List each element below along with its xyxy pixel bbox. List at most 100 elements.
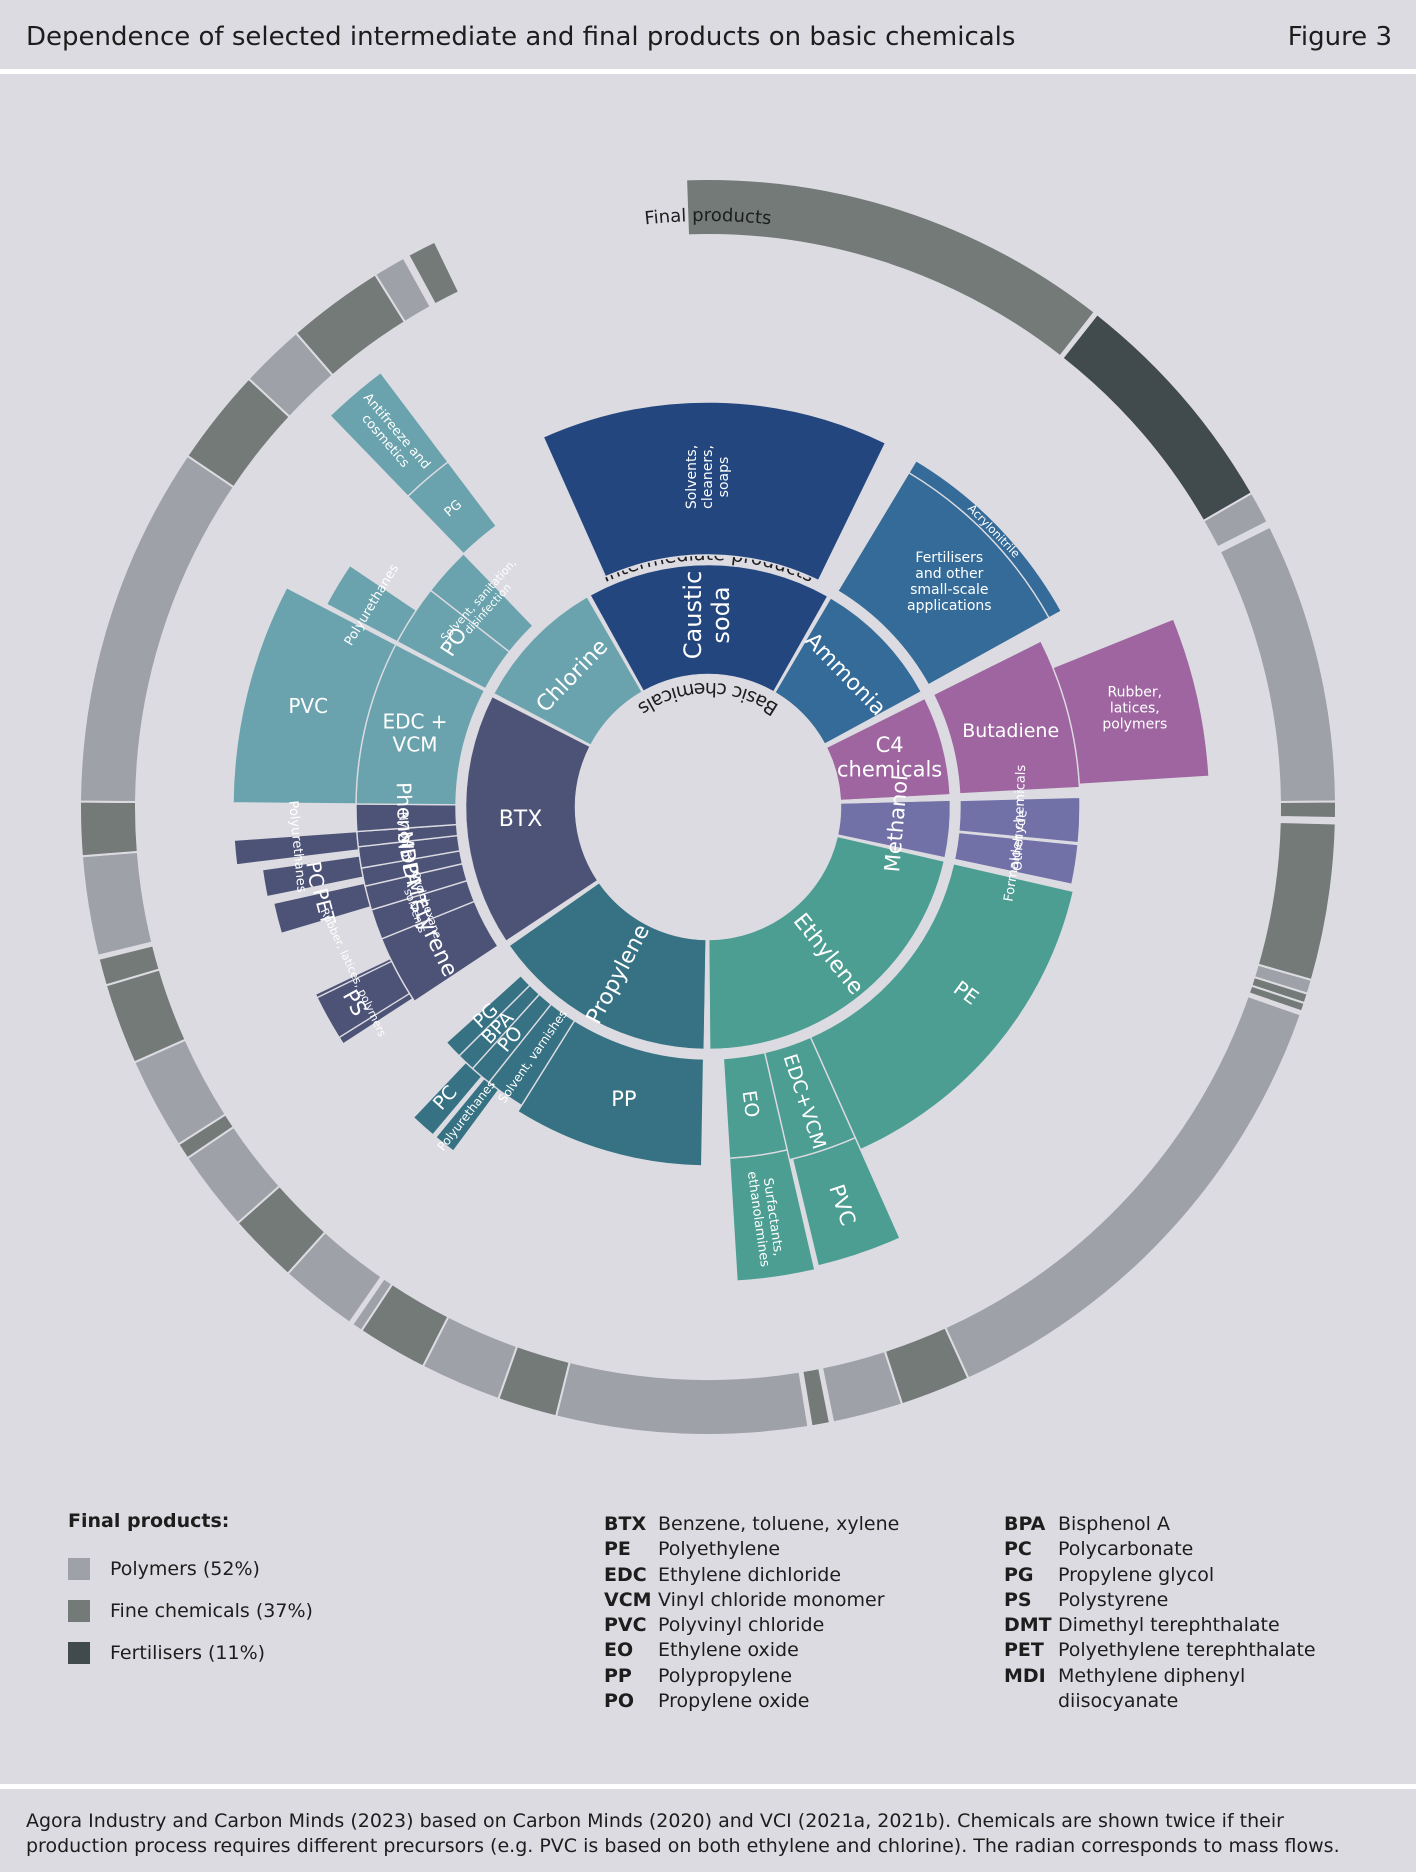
legend: Final products: Polymers (52%) Fine chem…: [68, 1510, 313, 1674]
abbreviation-row: VCM Vinyl chloride monomer: [604, 1588, 899, 1613]
abbreviation-row: PC Polycarbonate: [1004, 1537, 1316, 1562]
basic-chemical-btx: [465, 696, 598, 941]
intermediate-ps-21: [316, 960, 411, 1039]
abbreviation-key: EO: [604, 1639, 634, 1662]
final-products-segment-polymers-27: [79, 454, 236, 804]
intermediate-pg-16: [445, 974, 531, 1057]
abbreviations-column-2: BPA Bisphenol A PC Polycarbonate PG Propylene…: [1004, 1512, 1316, 1714]
legend-swatch-fertilisers: [68, 1642, 90, 1664]
legend-label-fertilisers: Fertilisers (11%): [110, 1642, 266, 1664]
abbreviation-meaning: Propylene glycol: [1058, 1563, 1215, 1586]
basic-chemical-ethylene: [708, 836, 945, 1050]
abbreviation-meaning: Benzene, toluene, xylene: [658, 1513, 900, 1535]
abbreviation-key: BPA: [1004, 1513, 1046, 1535]
legend-title: Final products:: [68, 1510, 230, 1532]
segment-label-edc-vcm: EDC + VCM: [382, 709, 447, 756]
basic-chemical-ammonia: [775, 598, 922, 744]
abbreviation-key: PO: [604, 1690, 635, 1713]
legend-item-fine-chemicals: Fine chemicals (37%): [68, 1590, 313, 1632]
figure-number: Figure 3: [1287, 22, 1392, 52]
abbreviation-row: PVC Polyvinyl chloride: [604, 1613, 899, 1638]
abbreviation-row: PE Polyethylene: [604, 1537, 899, 1562]
abbreviations-column-1: BTX Benzene, toluene, xylene PE Polyethylen…: [604, 1512, 899, 1714]
segment-label-rubber-latices-polymers: Rubber, latices, polymers: [1102, 684, 1167, 732]
abbreviation-meaning: Dimethyl terephthalate: [1058, 1614, 1280, 1637]
abbreviation-row: EDC Ethylene dichloride: [604, 1563, 899, 1588]
final-products-segment-fine-0: [685, 178, 1097, 358]
intermediate-solvents-cleaners-soaps-0: [542, 401, 887, 582]
final-products-segment-polymers-17: [350, 1277, 394, 1333]
intermediate-formaldehyde-6: [953, 831, 1079, 886]
basic-chemical-caustic-soda: [590, 564, 828, 692]
final-products-segment-polymers-2: [1202, 491, 1269, 549]
segment-label-c4-chemicals: C4 chemicals: [837, 733, 942, 781]
abbreviation-row: PET Polyethylene terephthalate: [1004, 1638, 1316, 1663]
final-products-segment-fine-32: [406, 240, 461, 306]
legend-item-polymers: Polymers (52%): [68, 1548, 313, 1590]
final-products-segment-fine-4: [1278, 800, 1338, 819]
intermediate-antifreeze-and-cosmetics-37: [329, 371, 449, 498]
basic-chemical-chlorine: [493, 597, 642, 745]
abbreviation-key: VCM: [604, 1588, 652, 1611]
abbreviation-key: PG: [1004, 1563, 1034, 1586]
sunburst-diagram: Final productsIntermediate productsBasic…: [79, 178, 1338, 1436]
basic-chemical-c4-chemicals: [826, 698, 950, 801]
abbreviation-key: PVC: [604, 1614, 647, 1637]
abbreviation-meaning: Ethylene oxide: [658, 1639, 799, 1662]
segment-label-solvents-cleaners-soaps: Solvents,cleaners,soaps: [684, 445, 732, 509]
basic-chemical-propylene: [509, 882, 706, 1050]
intermediate-polyurethanes-34: [325, 564, 418, 643]
final-products-segment-polymers-11: [820, 1349, 904, 1424]
abbreviation-meaning: Bisphenol A: [1058, 1513, 1170, 1535]
segment-label-pvc: PVC: [288, 694, 328, 718]
intermediate-pc-17: [412, 1061, 483, 1136]
abbreviation-key: PS: [1004, 1588, 1032, 1611]
segment-label-nylon-6: Nylon 6: [396, 811, 414, 858]
abbreviation-meaning: Methylene diphenyl diisocyanate: [1058, 1664, 1246, 1713]
abbreviation-key: PC: [1004, 1538, 1032, 1561]
segment-label-btx: BTX: [499, 807, 543, 832]
legend-label-fine-chemicals: Fine chemicals (37%): [110, 1600, 313, 1622]
final-products-segment-polymers-3: [1218, 525, 1337, 804]
abbreviation-row: MDI Methylene diphenyl diisocyanate: [1004, 1664, 1316, 1715]
abbreviation-meaning: Vinyl chloride monomer: [658, 1588, 885, 1611]
intermediate-rubber-latices-polymers-4: [1051, 618, 1210, 786]
abbreviation-row: BPA Bisphenol A: [1004, 1512, 1316, 1537]
abbreviation-row: PS Polystyrene: [1004, 1588, 1316, 1613]
intermediate-acrylonitrile-2: [907, 459, 1063, 619]
abbreviation-key: BTX: [604, 1513, 647, 1535]
intermediate-pvc-32: [232, 586, 397, 805]
intermediate-other-chemicals-5: [958, 796, 1081, 844]
segment-label-caustic-soda: Causticsoda: [679, 571, 735, 659]
final-products-segment-fine-24: [97, 944, 161, 987]
ring-label-final-products: Final products: [644, 205, 773, 229]
basic-chemical-methanol: [837, 800, 951, 858]
abbreviation-key: PP: [604, 1664, 632, 1687]
abbreviation-row: PO Propylene oxide: [604, 1689, 899, 1714]
intermediate-pvc-9: [791, 1136, 901, 1267]
segment-label-mdi: MDI: [393, 829, 422, 871]
segment-label-eo: EO: [738, 1089, 764, 1119]
intermediate-surfactants-ethanolamines-11: [728, 1149, 816, 1282]
final-products-segment-fine-26: [79, 800, 139, 858]
final-products-segment-polymers-9: [943, 994, 1302, 1380]
intermediate-pp-12: [516, 1019, 705, 1167]
abbreviation-key: PE: [604, 1538, 631, 1561]
abbreviation-meaning: Polyethylene terephthalate: [1058, 1639, 1316, 1662]
final-products-segment-polymers-25: [80, 850, 154, 957]
segment-label-fertilisers-and-other-small-scale-applications: Fertilisers and other small-scale applicati…: [907, 550, 992, 614]
legend-label-polymers: Polymers (52%): [110, 1558, 260, 1580]
intermediate-solvent-sanitation-disinfection-35: [429, 552, 534, 653]
legend-swatch-fine-chemicals: [68, 1600, 90, 1622]
abbreviation-meaning: Polyvinyl chloride: [658, 1614, 825, 1637]
segment-label-phenol: Phenol: [392, 782, 418, 850]
final-products-segment-polymers-31: [373, 256, 433, 324]
abbreviation-key: PET: [1004, 1639, 1044, 1662]
abbreviation-meaning: Polypropylene: [658, 1664, 793, 1687]
abbreviation-row: PP Polypropylene: [604, 1664, 899, 1689]
header-bar: Dependence of selected intermediate and …: [0, 0, 1416, 74]
segment-label-butadiene: Butadiene: [962, 720, 1059, 742]
final-products-segment-polymers-13: [554, 1360, 810, 1436]
legend-swatch-polymers: [68, 1558, 90, 1580]
abbreviation-key: EDC: [604, 1563, 647, 1586]
